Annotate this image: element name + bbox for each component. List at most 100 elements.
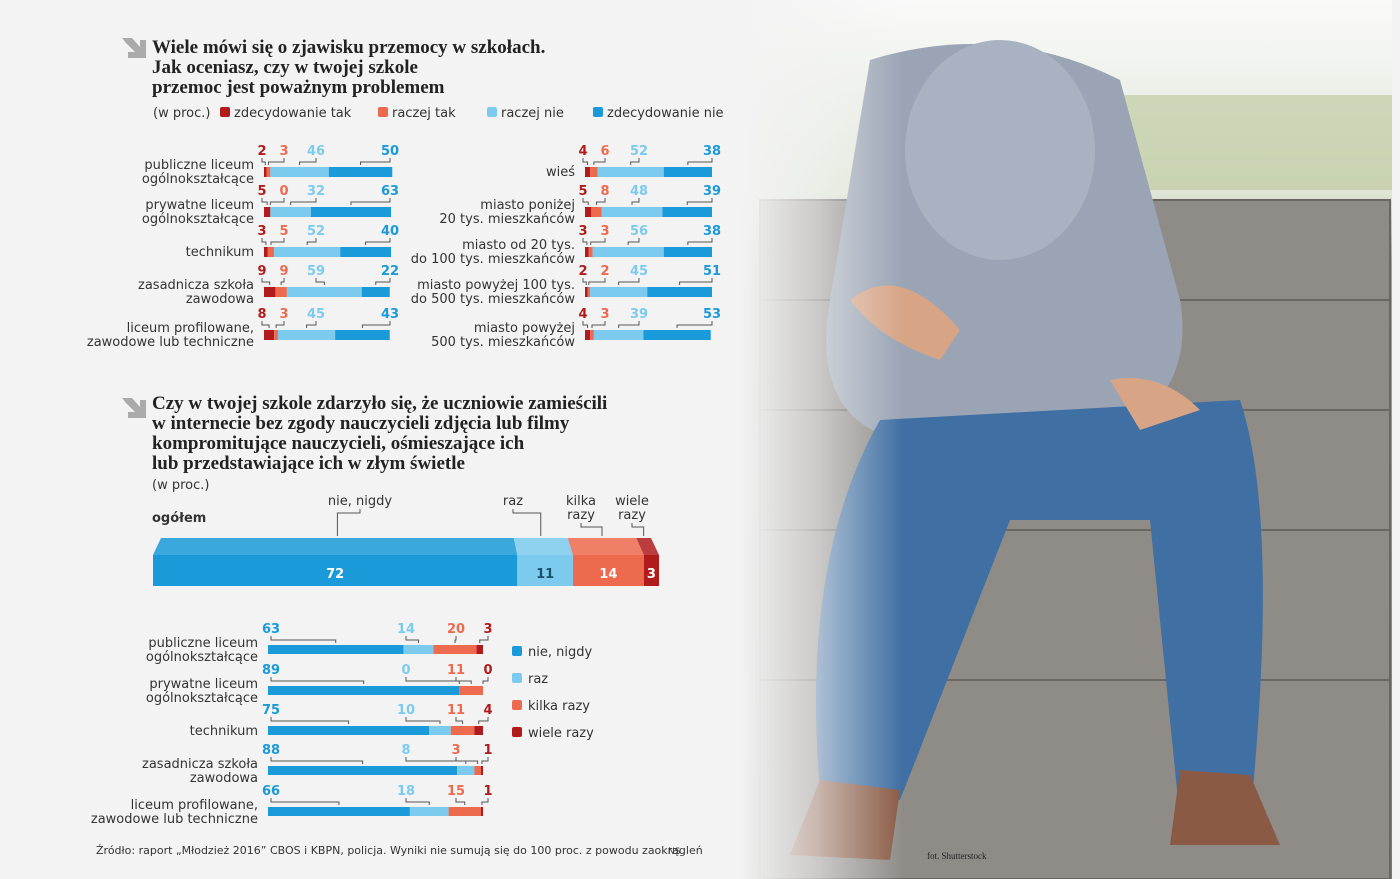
leader-line (455, 717, 464, 724)
leader-line (478, 717, 489, 724)
leader-line (405, 717, 441, 724)
value-label: 10 (397, 703, 415, 718)
leader-line (270, 238, 285, 245)
leader-line (270, 717, 350, 724)
leader-line (627, 238, 640, 245)
legend-label: kilka razy (528, 699, 590, 714)
value-label: 32 (307, 184, 325, 199)
leader-line (365, 238, 391, 245)
bar-segment (275, 287, 287, 297)
leader-line (590, 238, 606, 245)
value-label: 9 (279, 264, 288, 279)
value-label: 75 (262, 703, 280, 718)
value-label: 11 (447, 663, 465, 678)
value-label: 18 (397, 784, 415, 799)
bar-segment (643, 555, 659, 586)
category-label: technikum (190, 724, 258, 739)
leader-line (482, 677, 489, 684)
source: Źródło: raport „Młodzież 2016” CBOS i KB… (96, 844, 703, 857)
bar-segment (572, 555, 644, 586)
value-label: 3 (647, 567, 656, 582)
leader-line (593, 158, 606, 165)
legend-swatch (512, 646, 522, 656)
value-label: 22 (381, 264, 399, 279)
bar-segment (268, 766, 458, 775)
value-label: 2 (578, 264, 587, 279)
leader-line (261, 198, 268, 205)
value-label: 14 (397, 622, 415, 637)
bar-segment (340, 247, 391, 257)
bar-segment (268, 726, 430, 735)
leader-line (630, 158, 640, 165)
bar-segment (264, 167, 267, 177)
legend-swatch (512, 673, 522, 683)
bar-segment (361, 287, 390, 297)
legend-swatch (593, 107, 603, 117)
chart-title: Wiele mówi się o zjawisku przemocy w szk… (152, 37, 545, 98)
bar-segment (457, 766, 475, 775)
bar-segment (268, 807, 410, 816)
leader-line (679, 278, 713, 285)
value-label: 59 (307, 264, 325, 279)
leader-line (269, 198, 285, 205)
series-label: nie, nigdy (328, 494, 392, 509)
category-label: zasadnicza szkoła zawodowa (138, 278, 254, 307)
value-label: 15 (447, 784, 465, 799)
leader-line (618, 278, 640, 285)
bar-segment (592, 247, 664, 257)
series-label: kilka razy (566, 494, 596, 523)
value-label: 3 (451, 743, 460, 758)
bar-segment (286, 287, 362, 297)
leader-line (582, 158, 589, 165)
value-label: 45 (307, 307, 325, 322)
value-label: 3 (578, 224, 587, 239)
leader-line (687, 238, 713, 245)
value-label: 4 (578, 307, 587, 322)
value-label: 9 (257, 264, 266, 279)
value-label: 3 (279, 307, 288, 322)
bar-segment (517, 555, 573, 586)
value-label: 20 (447, 622, 465, 637)
leader-line (479, 636, 489, 643)
leader-line (261, 238, 267, 245)
bar-segment (662, 207, 712, 217)
legend-label: zdecydowanie nie (607, 106, 724, 121)
photo-credit: fot. Shutterstock (927, 851, 987, 861)
legend-label: raczej nie (501, 106, 564, 121)
value-label: 2 (600, 264, 609, 279)
leader-line (631, 198, 640, 205)
category-label: liceum profilowane, zawodowe lub technicz… (91, 798, 258, 827)
leader-line (275, 321, 285, 328)
leader-line (455, 798, 466, 805)
bar-segment (277, 330, 336, 340)
category-label: technikum (186, 245, 254, 260)
legend-label: nie, nigdy (528, 645, 592, 660)
bar-segment (590, 330, 594, 340)
bar-segment (597, 167, 664, 177)
leader-line (582, 321, 589, 328)
bar-segment (266, 167, 271, 177)
bar-segment (335, 330, 390, 340)
leader-line (618, 321, 640, 328)
value-label: 72 (326, 567, 344, 582)
bar-segment (409, 807, 449, 816)
value-label: 6 (600, 144, 609, 159)
bar-segment (474, 726, 483, 735)
bar-segment (585, 247, 589, 257)
value-label: 50 (381, 144, 399, 159)
leader-line (306, 321, 317, 328)
legend-swatch (220, 107, 230, 117)
leader-line (588, 278, 606, 285)
bar-segment (585, 287, 588, 297)
leader-line (261, 158, 266, 165)
bar-segment (270, 207, 311, 217)
bar-segment (433, 645, 477, 654)
photo (740, 0, 1392, 879)
series-label: wiele razy (615, 494, 649, 523)
category-label: wieś (546, 165, 575, 180)
value-label: 11 (447, 703, 465, 718)
leader-line (455, 677, 472, 684)
bar-segment (429, 726, 451, 735)
bar-segment (601, 207, 663, 217)
value-label: 38 (703, 144, 721, 159)
